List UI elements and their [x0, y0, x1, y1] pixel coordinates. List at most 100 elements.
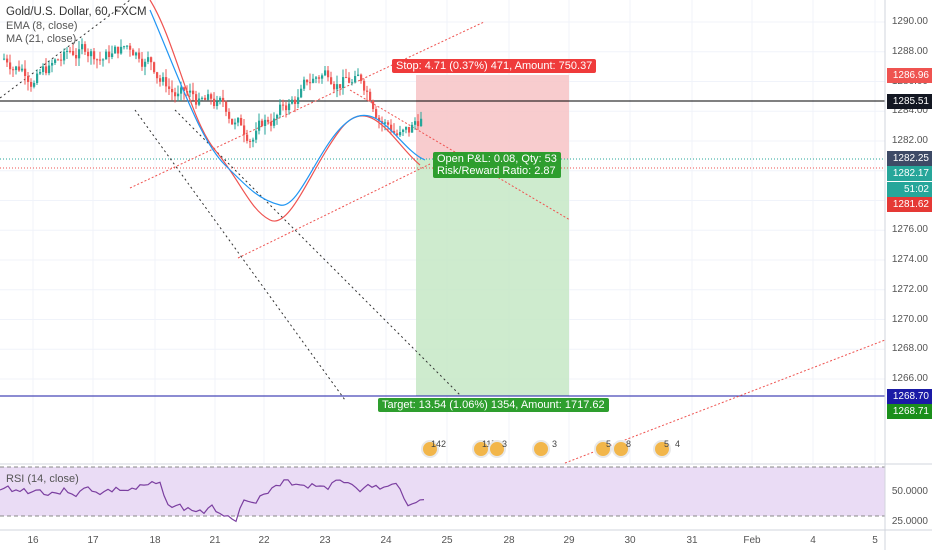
candle-body	[192, 90, 195, 95]
ma-indicator-label[interactable]: MA (21, close)	[6, 33, 77, 45]
event-count: 142	[431, 439, 447, 449]
us-flag-event-icon[interactable]	[653, 440, 671, 458]
candle-body	[54, 59, 57, 63]
candle-body	[174, 92, 177, 97]
target-label[interactable]: Target: 13.54 (1.06%) 1354, Amount: 1717…	[378, 398, 609, 412]
candle-body	[57, 59, 60, 61]
candle-body	[321, 75, 324, 79]
candle-body	[114, 46, 117, 54]
chart-legend: Gold/U.S. Dollar, 60, FXCM EMA (8, close…	[6, 6, 147, 47]
candle-body	[102, 59, 105, 61]
us-flag-event-icon[interactable]	[488, 440, 506, 458]
time-tick-label: 31	[686, 535, 698, 546]
time-tick-label: 29	[563, 535, 575, 546]
candle-body	[387, 122, 390, 125]
candle-body	[198, 98, 201, 105]
price-tick-label: 1268.00	[891, 343, 928, 355]
event-count: 8	[626, 439, 632, 449]
candle-body	[390, 124, 393, 131]
candle-body	[147, 57, 150, 62]
candle-body	[237, 117, 240, 123]
event-count: 4	[675, 439, 681, 449]
time-tick-label: 21	[209, 535, 221, 546]
candle-body	[129, 45, 132, 50]
time-tick-label: 22	[258, 535, 270, 546]
candle-body	[360, 74, 363, 81]
event-count: 5	[664, 439, 670, 449]
candle-body	[378, 117, 381, 122]
candle-body	[315, 77, 318, 79]
us-flag-event-icon[interactable]	[612, 440, 630, 458]
candle-body	[141, 58, 144, 67]
candle-body	[183, 87, 186, 92]
symbol-title[interactable]: Gold/U.S. Dollar, 60, FXCM	[6, 6, 147, 18]
candle-body	[201, 97, 204, 99]
candle-body	[243, 125, 246, 135]
time-tick-label: 16	[27, 535, 39, 546]
price-tick-label: 1276.00	[891, 224, 928, 236]
channel-line	[129, 21, 485, 189]
ma-line	[149, 9, 426, 206]
candle-body	[393, 130, 396, 134]
bar-countdown-tag: 51:02	[887, 182, 932, 197]
candle-body	[210, 94, 213, 99]
candle-body	[417, 121, 420, 127]
us-flag-event-icon[interactable]	[594, 440, 612, 458]
stop-price-tag: 1286.96	[887, 68, 932, 83]
candle-body	[96, 59, 99, 61]
candle-body	[366, 90, 369, 92]
us-flag-event-icon[interactable]	[421, 440, 439, 458]
candle-body	[285, 105, 288, 111]
event-count: 3	[502, 439, 508, 449]
ema-indicator-label[interactable]: EMA (8, close)	[6, 19, 78, 32]
candle-body	[306, 79, 309, 83]
candle-body	[420, 118, 423, 127]
candle-body	[330, 77, 333, 85]
candle-body	[345, 77, 348, 79]
price-tick-label: 1288.00	[891, 45, 928, 57]
candle-body	[135, 52, 138, 56]
candle-body	[405, 126, 408, 130]
price-tick-label: 1282.00	[891, 135, 928, 146]
candle-body	[138, 52, 141, 59]
candle-body	[9, 62, 12, 70]
price-tick-label: 1266.00	[891, 373, 928, 384]
time-tick-label: 5	[872, 535, 878, 546]
rsi-indicator-label[interactable]: RSI (14, close)	[6, 473, 79, 485]
open-pnl-label[interactable]: Open P&L: 0.08, Qty: 53 Risk/Reward Rati…	[433, 152, 561, 178]
candle-body	[384, 122, 387, 124]
stop-label[interactable]: Stop: 4.71 (0.37%) 471, Amount: 750.37	[392, 59, 597, 73]
trend-line	[134, 109, 346, 401]
candle-body	[213, 98, 216, 107]
target-price-tag: 1268.71	[887, 404, 932, 419]
candle-body	[351, 82, 354, 84]
time-tick-label: 23	[319, 535, 331, 546]
candle-body	[327, 70, 330, 78]
candle-body	[369, 91, 372, 101]
candle-body	[39, 71, 42, 74]
candle-body	[231, 118, 234, 125]
candle-body	[318, 77, 321, 79]
candle-body	[411, 124, 414, 133]
candle-body	[123, 46, 126, 48]
candle-body	[132, 49, 135, 56]
candle-body	[81, 44, 84, 50]
candle-body	[396, 133, 399, 136]
candle-body	[333, 84, 336, 90]
candle-body	[150, 57, 153, 63]
candle-body	[63, 51, 66, 61]
candle-body	[324, 70, 327, 76]
price-tick-label: 1274.00	[891, 254, 928, 265]
us-flag-event-icon[interactable]	[532, 440, 550, 458]
candle-body	[120, 46, 123, 54]
candle-body	[66, 50, 69, 52]
candle-body	[24, 68, 27, 76]
time-tick-label: 4	[810, 535, 816, 546]
candle-body	[342, 77, 345, 89]
candle-body	[42, 66, 45, 72]
candle-body	[36, 73, 39, 83]
time-tick-label: 30	[624, 535, 636, 546]
candle-body	[111, 53, 114, 58]
risk-reward-text: Risk/Reward Ratio: 2.87	[437, 165, 556, 177]
